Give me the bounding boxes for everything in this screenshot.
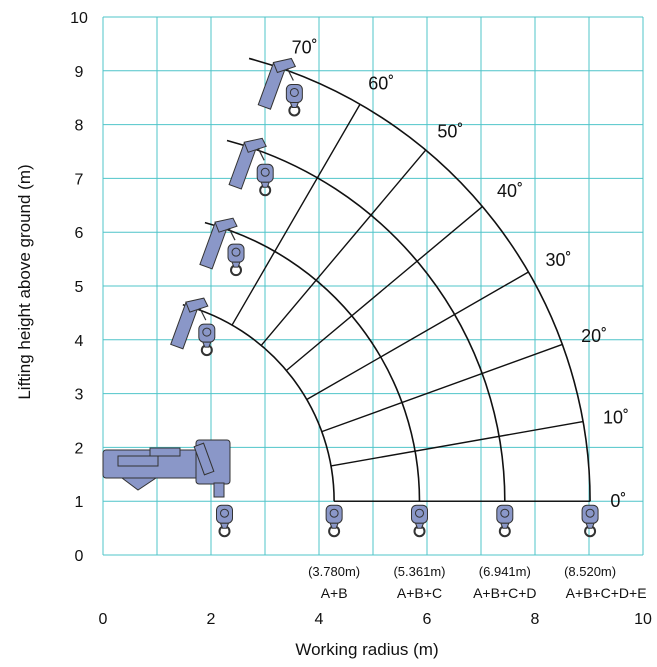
x-tick-10: 10 [634, 611, 652, 628]
y-tick-9: 9 [75, 64, 84, 81]
boom-arc-3 [226, 139, 506, 502]
angle-rays [231, 103, 591, 502]
boom-sections-3: A+B+C+D [473, 585, 536, 601]
boom-length-3: (6.941m) [479, 564, 531, 579]
truck-outrigger [120, 477, 158, 491]
y-axis-label: Lifting height above ground (m) [15, 164, 34, 399]
angle-label-50: 50˚ [437, 122, 463, 142]
boom-tip-1 [170, 297, 209, 350]
angle-label-0: 0˚ [610, 491, 626, 511]
y-tick-4: 4 [75, 333, 84, 350]
boom-tip-2 [199, 217, 238, 270]
angle-ray-40 [285, 206, 483, 372]
y-tick-7: 7 [75, 171, 84, 188]
x-tick-8: 8 [531, 611, 540, 628]
y-tick-8: 8 [75, 118, 84, 135]
angle-label-30: 30˚ [545, 250, 571, 270]
y-tick-10: 10 [70, 10, 88, 27]
angle-label-60: 60˚ [368, 73, 394, 93]
boom-tip-4 [257, 57, 297, 110]
column-arm [193, 442, 215, 476]
ground-hook-2 [410, 504, 428, 538]
y-tick-3: 3 [75, 387, 84, 404]
boom-sections-4: A+B+C+D+E [566, 585, 647, 601]
boom-arc-2 [204, 221, 421, 502]
ground-hook-1 [325, 504, 343, 538]
x-tick-2: 2 [207, 611, 216, 628]
angle-label-40: 40˚ [497, 181, 523, 201]
ground-hook-4 [581, 504, 599, 538]
angle-ray-50 [260, 149, 427, 346]
x-tick-0: 0 [99, 611, 108, 628]
angle-labels: 70˚ 60˚ 50˚ 40˚ 30˚ 20˚ 10˚ 0˚ [292, 38, 629, 511]
boom-tip-3 [228, 137, 267, 190]
boom-arcs [182, 57, 591, 502]
angle-label-70: 70˚ [292, 38, 318, 58]
grid [102, 16, 644, 556]
column-hook-block [213, 482, 225, 498]
y-tick-0: 0 [75, 548, 84, 565]
y-tick-6: 6 [75, 225, 84, 242]
truck-base-plate [117, 455, 159, 467]
angle-label-10: 10˚ [603, 407, 629, 427]
ground-hook-3 [496, 504, 514, 538]
x-tick-4: 4 [315, 611, 324, 628]
angle-ray-30 [306, 271, 529, 401]
tip-hook-3 [256, 163, 274, 197]
hook-blocks [198, 83, 599, 538]
boom-tips [170, 57, 297, 350]
boom-length-labels: (3.780m) A+B (5.361m) A+B+C (6.941m) A+B+C+D (… [308, 564, 646, 601]
truck-base-cap [149, 447, 181, 457]
angle-ray-20 [321, 343, 563, 433]
x-tick-6: 6 [423, 611, 432, 628]
boom-sections-2: A+B+C [397, 585, 442, 601]
boom-length-2: (5.361m) [393, 564, 445, 579]
angle-label-20: 20˚ [581, 326, 607, 346]
boom-arc-4 [248, 57, 591, 502]
x-axis-label: Working radius (m) [295, 640, 438, 659]
y-tick-2: 2 [75, 440, 84, 457]
boom-arc-1 [182, 303, 335, 502]
y-tick-1: 1 [75, 494, 84, 511]
ground-hook-column [216, 504, 233, 538]
boom-sections-1: A+B [321, 585, 348, 601]
boom-length-1: (3.780m) [308, 564, 360, 579]
boom-length-4: (8.520m) [564, 564, 616, 579]
angle-ray-10 [330, 420, 584, 467]
y-tick-labels: 0 1 2 3 4 5 6 7 8 9 10 [70, 10, 88, 565]
tip-hook-2 [227, 243, 245, 277]
crane-vehicle [102, 439, 231, 498]
angle-ray-60 [231, 103, 361, 326]
tip-hook-4 [285, 83, 303, 117]
tip-hook-1 [198, 323, 216, 357]
y-tick-5: 5 [75, 279, 84, 296]
x-tick-labels: 0 2 4 6 8 10 [99, 611, 652, 628]
